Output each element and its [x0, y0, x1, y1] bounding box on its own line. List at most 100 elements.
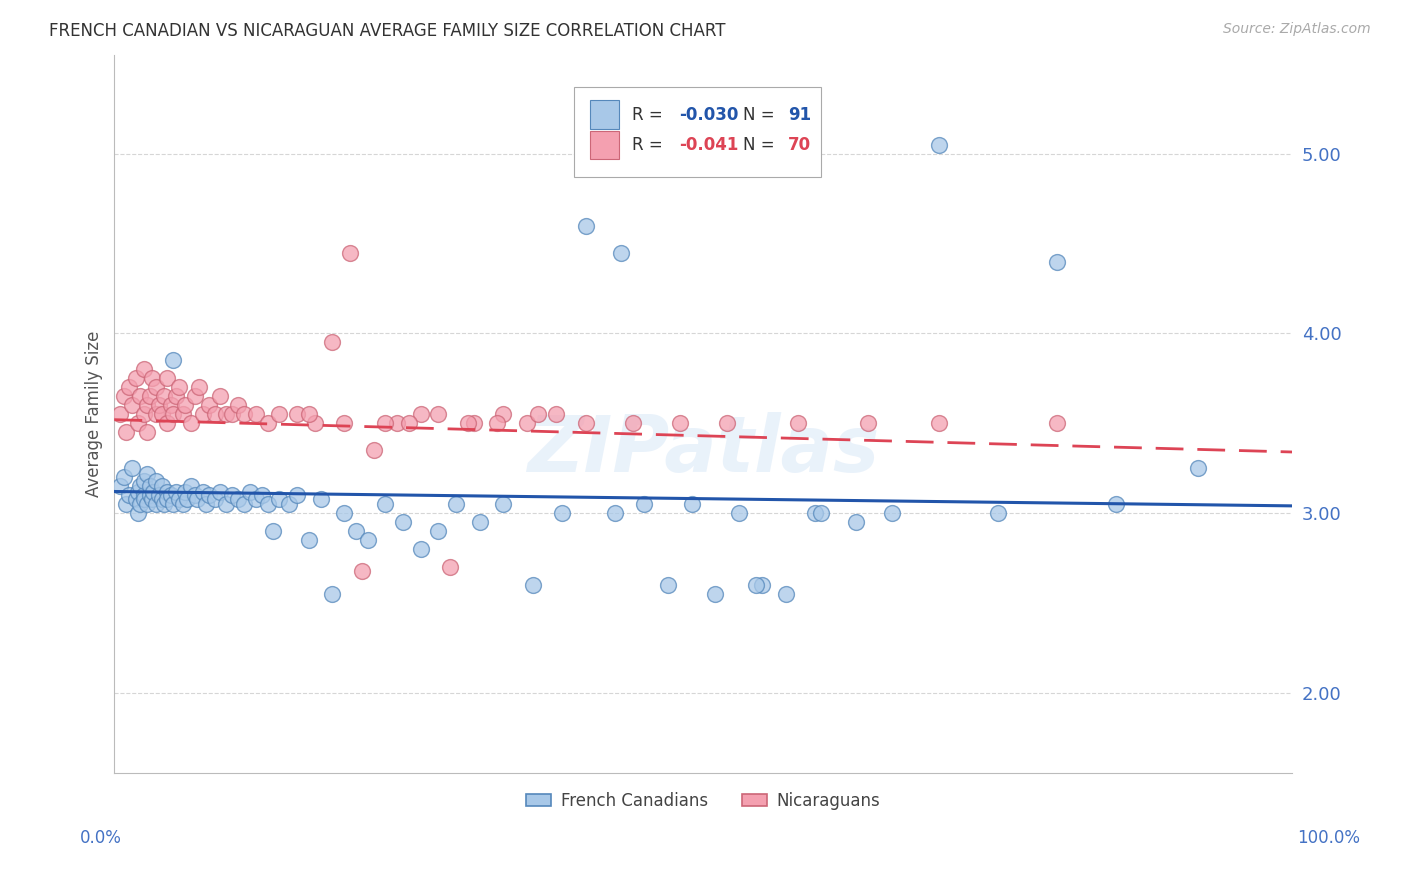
- Point: [439, 560, 461, 574]
- Point: [156, 371, 179, 385]
- Point: [633, 497, 655, 511]
- Point: [156, 417, 179, 431]
- Point: [810, 506, 832, 520]
- Point: [621, 417, 644, 431]
- Point: [492, 407, 515, 421]
- Point: [136, 497, 159, 511]
- Point: [215, 497, 238, 511]
- Point: [880, 506, 903, 520]
- Point: [115, 425, 138, 440]
- Point: [574, 219, 596, 233]
- Point: [117, 380, 139, 394]
- Point: [262, 524, 284, 538]
- Point: [775, 587, 797, 601]
- Point: [398, 417, 420, 431]
- Point: [150, 407, 173, 421]
- Text: R =: R =: [631, 136, 668, 154]
- Point: [121, 461, 143, 475]
- Point: [392, 515, 415, 529]
- Point: [516, 417, 538, 431]
- Point: [285, 407, 308, 421]
- Text: N =: N =: [744, 136, 780, 154]
- Text: -0.030: -0.030: [679, 106, 738, 124]
- Point: [180, 479, 202, 493]
- Point: [139, 479, 162, 493]
- Point: [176, 491, 198, 506]
- Point: [339, 245, 361, 260]
- Point: [124, 371, 146, 385]
- Point: [716, 417, 738, 431]
- Legend: French Canadians, Nicaraguans: French Canadians, Nicaraguans: [520, 786, 887, 817]
- Point: [256, 497, 278, 511]
- Point: [129, 497, 152, 511]
- Point: [298, 407, 321, 421]
- Point: [124, 491, 146, 506]
- Point: [132, 491, 155, 506]
- Point: [245, 407, 267, 421]
- Point: [1187, 461, 1209, 475]
- Point: [129, 389, 152, 403]
- Point: [162, 407, 184, 421]
- Point: [269, 407, 291, 421]
- Point: [298, 533, 321, 547]
- Point: [186, 491, 208, 506]
- Point: [215, 407, 238, 421]
- Point: [165, 484, 187, 499]
- Point: [145, 380, 167, 394]
- Point: [221, 488, 243, 502]
- Point: [527, 407, 550, 421]
- Point: [209, 389, 232, 403]
- Point: [160, 398, 183, 412]
- Point: [127, 484, 149, 499]
- Point: [197, 398, 219, 412]
- Point: [142, 484, 165, 499]
- Point: [162, 353, 184, 368]
- Point: [132, 362, 155, 376]
- Point: [132, 407, 155, 421]
- Point: [681, 497, 703, 511]
- Point: [195, 497, 218, 511]
- Point: [233, 407, 256, 421]
- Point: [141, 371, 163, 385]
- Point: [197, 488, 219, 502]
- Point: [204, 491, 226, 506]
- Text: Source: ZipAtlas.com: Source: ZipAtlas.com: [1223, 22, 1371, 37]
- Point: [156, 491, 179, 506]
- Point: [148, 398, 170, 412]
- Point: [191, 484, 214, 499]
- Point: [486, 417, 509, 431]
- Text: 0.0%: 0.0%: [80, 829, 122, 847]
- Point: [363, 443, 385, 458]
- Point: [385, 417, 408, 431]
- Point: [167, 491, 190, 506]
- Point: [928, 137, 950, 152]
- Point: [603, 506, 626, 520]
- Point: [427, 524, 450, 538]
- Point: [110, 479, 132, 493]
- Point: [321, 587, 343, 601]
- Point: [141, 491, 163, 506]
- Point: [1046, 417, 1069, 431]
- Point: [129, 479, 152, 493]
- Point: [468, 515, 491, 529]
- Point: [350, 564, 373, 578]
- Point: [1046, 254, 1069, 268]
- Point: [112, 470, 135, 484]
- Point: [239, 484, 262, 499]
- Point: [136, 425, 159, 440]
- Point: [121, 398, 143, 412]
- Point: [256, 417, 278, 431]
- Point: [139, 389, 162, 403]
- Point: [344, 524, 367, 538]
- Point: [751, 578, 773, 592]
- Point: [150, 491, 173, 506]
- Point: [245, 491, 267, 506]
- Point: [427, 407, 450, 421]
- Point: [250, 488, 273, 502]
- Point: [1104, 497, 1126, 511]
- Point: [115, 497, 138, 511]
- Point: [160, 488, 183, 502]
- Point: [546, 407, 568, 421]
- Text: 91: 91: [789, 106, 811, 124]
- Text: N =: N =: [744, 106, 780, 124]
